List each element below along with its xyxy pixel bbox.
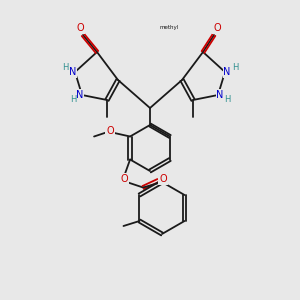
Text: O: O <box>120 173 128 184</box>
Text: methyl: methyl <box>159 26 178 31</box>
Text: H: H <box>70 95 76 104</box>
Text: N: N <box>223 67 231 77</box>
Text: H: H <box>232 62 238 71</box>
Text: O: O <box>76 23 84 33</box>
Text: H: H <box>224 95 230 104</box>
Text: O: O <box>159 175 167 184</box>
Text: N: N <box>76 90 84 100</box>
Text: N: N <box>69 67 77 77</box>
Text: N: N <box>216 90 224 100</box>
Text: H: H <box>62 62 68 71</box>
Text: O: O <box>106 127 114 136</box>
Text: O: O <box>213 23 221 33</box>
